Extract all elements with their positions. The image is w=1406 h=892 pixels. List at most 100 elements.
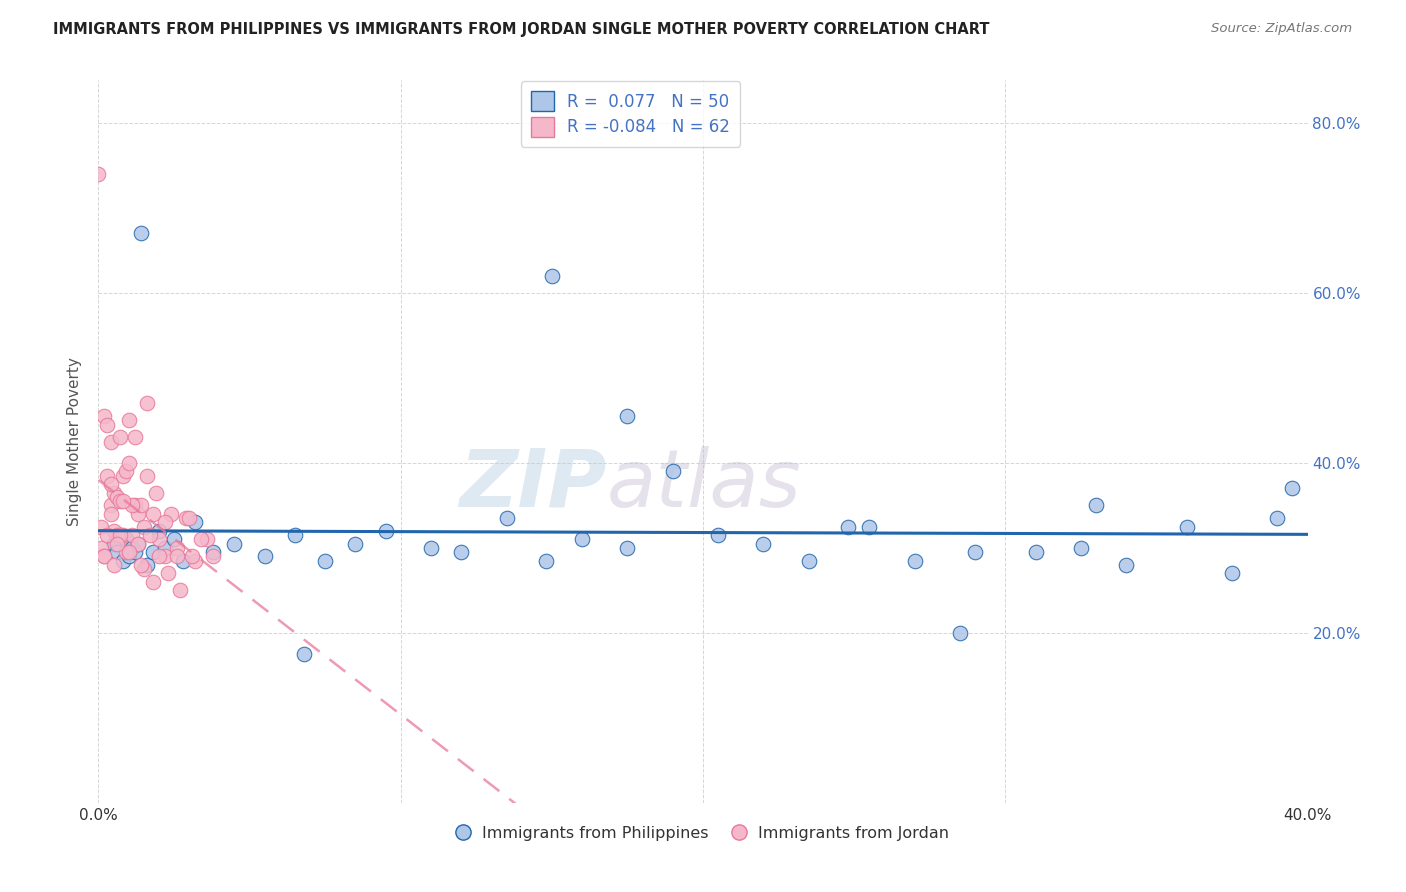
Point: [148, 533, 170, 547]
Point: [124, 430, 146, 444]
Point: [118, 413, 141, 427]
Point: [184, 516, 207, 530]
Point: [450, 545, 472, 559]
Point: [163, 533, 186, 547]
Point: [661, 464, 683, 478]
Point: [202, 549, 225, 564]
Point: [344, 536, 367, 550]
Point: [1281, 481, 1303, 495]
Point: [292, 647, 315, 661]
Point: [153, 516, 176, 530]
Point: [124, 498, 146, 512]
Point: [121, 528, 143, 542]
Point: [108, 528, 131, 542]
Point: [114, 545, 136, 559]
Point: [172, 553, 194, 567]
Point: [103, 485, 125, 500]
Point: [153, 541, 176, 555]
Y-axis label: Single Mother Poverty: Single Mother Poverty: [67, 357, 83, 526]
Point: [100, 507, 122, 521]
Point: [571, 533, 593, 547]
Point: [224, 536, 246, 550]
Point: [166, 549, 188, 564]
Point: [127, 536, 149, 550]
Point: [127, 536, 149, 550]
Point: [142, 574, 165, 589]
Point: [124, 545, 146, 559]
Point: [253, 549, 276, 564]
Point: [135, 468, 157, 483]
Point: [90, 519, 112, 533]
Point: [118, 549, 141, 564]
Point: [105, 545, 128, 559]
Point: [118, 456, 141, 470]
Point: [145, 485, 167, 500]
Point: [93, 549, 115, 564]
Point: [965, 545, 987, 559]
Point: [105, 528, 128, 542]
Point: [1115, 558, 1137, 572]
Point: [153, 549, 176, 564]
Point: [100, 477, 122, 491]
Point: [797, 553, 820, 567]
Legend: Immigrants from Philippines, Immigrants from Jordan: Immigrants from Philippines, Immigrants …: [449, 818, 957, 849]
Point: [129, 498, 152, 512]
Text: Source: ZipAtlas.com: Source: ZipAtlas.com: [1212, 22, 1353, 36]
Point: [111, 553, 134, 567]
Point: [103, 536, 125, 550]
Point: [96, 417, 118, 432]
Point: [374, 524, 396, 538]
Point: [142, 507, 165, 521]
Point: [420, 541, 443, 555]
Point: [1085, 498, 1108, 512]
Point: [195, 533, 218, 547]
Point: [181, 549, 204, 564]
Point: [1267, 511, 1289, 525]
Point: [108, 494, 131, 508]
Point: [156, 566, 179, 581]
Point: [858, 519, 880, 533]
Point: [540, 268, 562, 283]
Point: [616, 541, 638, 555]
Point: [100, 434, 122, 449]
Point: [100, 498, 122, 512]
Text: atlas: atlas: [606, 446, 801, 524]
Point: [1175, 519, 1198, 533]
Point: [129, 227, 152, 241]
Point: [127, 507, 149, 521]
Point: [314, 553, 336, 567]
Point: [105, 490, 128, 504]
Point: [904, 553, 927, 567]
Point: [495, 511, 517, 525]
Point: [96, 468, 118, 483]
Point: [96, 528, 118, 542]
Point: [118, 545, 141, 559]
Point: [837, 519, 859, 533]
Point: [135, 396, 157, 410]
Point: [135, 558, 157, 572]
Point: [111, 494, 134, 508]
Point: [202, 545, 225, 559]
Point: [190, 533, 212, 547]
Point: [121, 498, 143, 512]
Point: [139, 528, 162, 542]
Point: [90, 541, 112, 555]
Point: [284, 528, 307, 542]
Point: [534, 553, 557, 567]
Point: [111, 468, 134, 483]
Point: [93, 549, 115, 564]
Point: [114, 464, 136, 478]
Point: [1070, 541, 1092, 555]
Point: [93, 409, 115, 423]
Point: [184, 553, 207, 567]
Point: [1024, 545, 1046, 559]
Point: [169, 583, 191, 598]
Point: [114, 533, 136, 547]
Point: [166, 541, 188, 555]
Point: [707, 528, 730, 542]
Point: [148, 524, 170, 538]
Point: [132, 562, 155, 576]
Point: [616, 409, 638, 423]
Point: [160, 507, 183, 521]
Point: [142, 545, 165, 559]
